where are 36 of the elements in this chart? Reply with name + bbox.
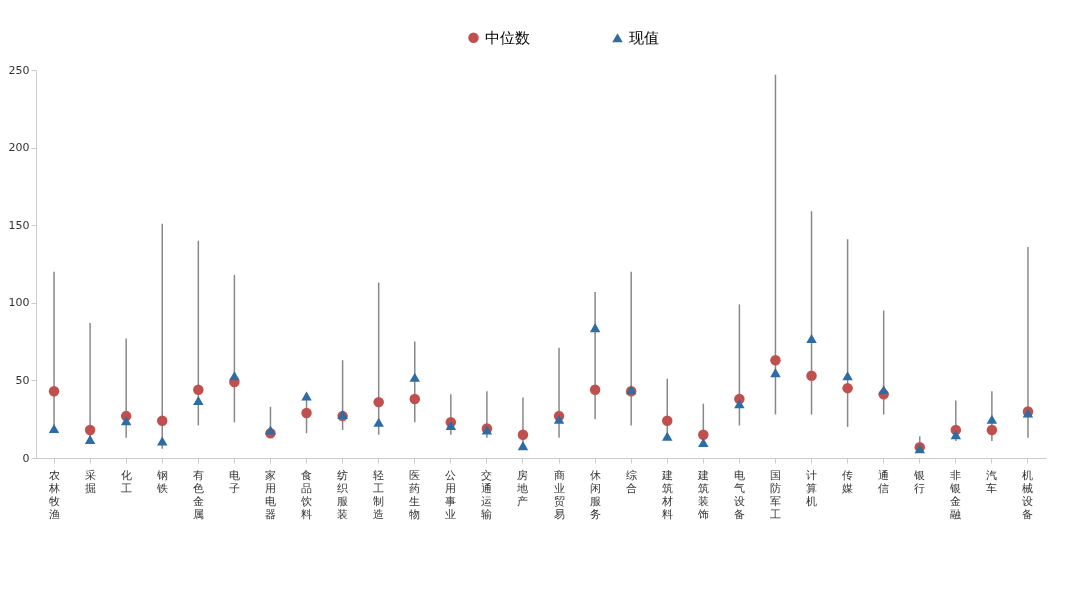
x-tick-label: 公用事业	[445, 468, 457, 521]
y-tick-label: 0	[22, 451, 30, 465]
x-tick-label: 建筑材料	[660, 468, 673, 521]
x-tick-label: 化工	[120, 468, 132, 495]
x-tick-label: 家用电器	[264, 468, 276, 521]
x-tick-label: 电气设备	[733, 468, 745, 521]
x-tick-label: 机械设备	[1022, 468, 1034, 521]
x-tick-label: 农林牧渔	[47, 468, 60, 521]
x-tick-label: 轻工制造	[373, 468, 385, 521]
x-tick-label: 纺织服装	[337, 468, 349, 521]
x-tick-label: 电子	[228, 468, 240, 495]
y-tick-label: 50	[15, 373, 30, 387]
x-tick-label: 非银金融	[949, 468, 962, 521]
x-tick-label: 国防军工	[769, 468, 781, 521]
y-tick-label: 200	[8, 141, 30, 155]
x-tick-label: 交通运输	[481, 468, 493, 521]
x-tick-label: 钢铁	[155, 468, 168, 495]
legend-label: 现值	[629, 28, 659, 47]
x-tick-label: 商业贸易	[553, 468, 565, 521]
x-tick-label: 计算机	[806, 468, 818, 508]
x-tick-label: 食品饮料	[300, 468, 313, 521]
x-tick-label: 房地产	[516, 468, 529, 508]
x-tick-label: 综合	[625, 468, 637, 495]
x-tick-label: 休闲服务	[589, 468, 601, 521]
x-tick-label: 有色金属	[192, 468, 204, 521]
y-tick-label: 250	[8, 63, 30, 77]
legend-label: 中位数	[485, 28, 530, 47]
x-tick-label: 采掘	[84, 468, 96, 495]
x-tick-label: 建筑装饰	[696, 468, 709, 521]
x-tick-label: 传媒	[842, 468, 854, 495]
x-tick-label: 银行	[913, 468, 926, 495]
x-tick-label: 医药生物	[409, 468, 421, 521]
y-tick-label: 100	[8, 296, 30, 310]
x-tick-label: 通信	[878, 468, 890, 495]
x-tick-label: 汽车	[986, 468, 998, 495]
y-tick-label: 150	[8, 218, 30, 232]
